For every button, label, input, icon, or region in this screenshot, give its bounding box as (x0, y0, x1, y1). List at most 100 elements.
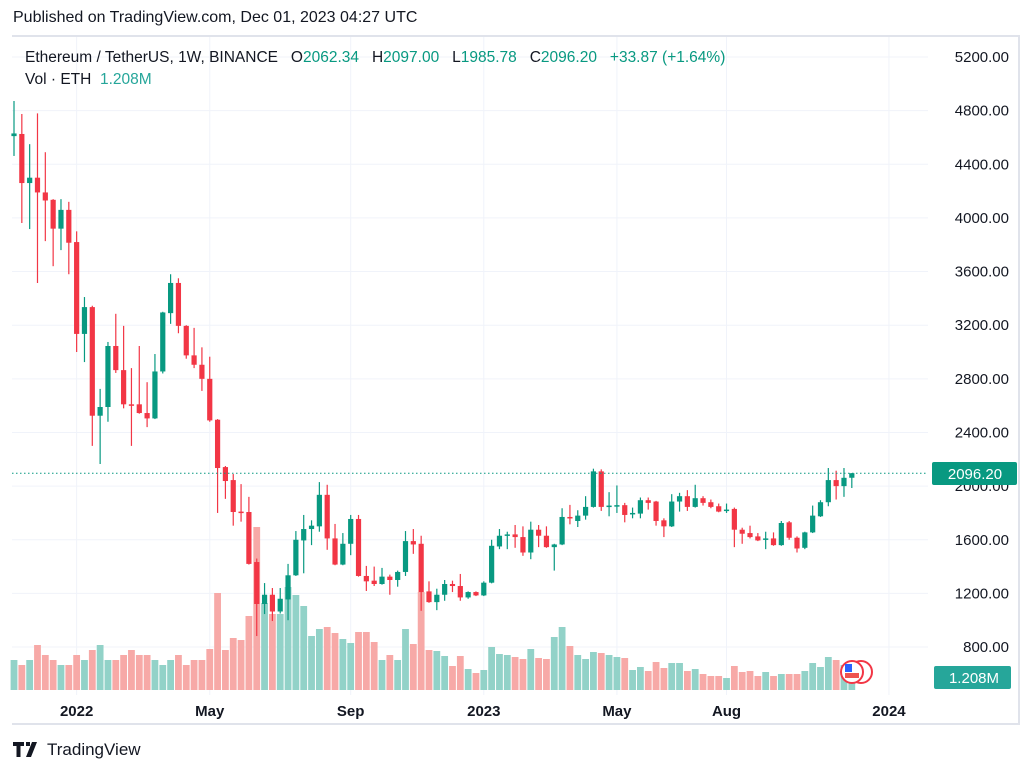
volume-bar (175, 655, 182, 690)
volume-bar (417, 592, 425, 690)
volume-bar (409, 644, 417, 690)
candle-body (504, 534, 510, 536)
candle-body (512, 534, 518, 538)
volume-bar (738, 672, 746, 690)
volume-bar (222, 650, 229, 690)
volume-bar (730, 666, 738, 690)
volume-bar (683, 671, 691, 690)
candle-body (849, 473, 855, 478)
candle-body (786, 522, 792, 538)
candle-body (402, 541, 409, 572)
candle-body (230, 480, 236, 513)
volume-bar (644, 671, 652, 690)
candle-body (113, 345, 119, 371)
volume-bar (824, 657, 832, 690)
candle-body (692, 498, 698, 507)
volume-bar (276, 614, 284, 690)
x-tick-label: May (195, 703, 225, 720)
x-tick-label: May (602, 703, 632, 720)
candle-body (637, 500, 643, 514)
volume-bar (323, 627, 331, 690)
candle-body (316, 494, 322, 527)
time-axis[interactable]: 2022 May Sep 2023 May Aug 2024 (60, 703, 906, 720)
volume-bar (198, 660, 206, 690)
candle-body (598, 471, 604, 507)
candle-body (684, 496, 690, 507)
volume-bar (65, 665, 73, 690)
candle-body (543, 535, 550, 548)
candle-body (723, 509, 730, 512)
volume-bar (300, 606, 308, 690)
volume-bar (464, 669, 472, 690)
last-price-badge: 2096.20 (932, 462, 1017, 485)
y-tick-label: 2800.00 (955, 371, 1009, 388)
candle-body (622, 505, 628, 515)
candle-body (261, 594, 268, 604)
candle-body (457, 586, 463, 598)
volume-bar (151, 660, 159, 690)
candle-body (207, 378, 213, 421)
volume-bar (488, 647, 496, 690)
candle-body (363, 575, 369, 582)
candle-body (700, 498, 706, 503)
candle-body (348, 518, 354, 544)
currency-flag-icon[interactable] (840, 660, 873, 684)
volume-bar (597, 653, 605, 690)
volume-bar (566, 646, 574, 690)
volume-bar (715, 676, 723, 690)
candle-body (387, 576, 393, 580)
volume-bar (676, 663, 683, 690)
volume-bar (558, 627, 566, 690)
candle-body (449, 584, 456, 587)
y-tick-label: 3600.00 (955, 264, 1009, 281)
price-axis[interactable]: 5200.00 4800.00 4400.00 4000.00 3600.00 3200.… (955, 49, 1009, 656)
y-tick-label: 4800.00 (955, 103, 1009, 120)
volume-bar (362, 632, 370, 690)
open-value: 2062.34 (302, 49, 360, 66)
volume-bar (801, 671, 809, 690)
published-caption: Published on TradingView.com, Dec 01, 20… (13, 9, 418, 26)
candle-body (669, 501, 675, 527)
candle-body (395, 571, 401, 580)
candle-body (308, 525, 315, 530)
volume-bar (315, 629, 323, 690)
candle-body (152, 371, 158, 419)
volume-bar (629, 670, 636, 690)
volume-bar (261, 603, 268, 690)
volume-legend-value: 1.208M (99, 71, 152, 88)
candle-body (168, 282, 174, 314)
candle-body (11, 133, 17, 137)
y-tick-label: 1200.00 (955, 585, 1009, 602)
candle-body (465, 592, 471, 598)
candle-body (81, 307, 88, 334)
candle-body (269, 594, 275, 612)
volume-label[interactable]: Vol · ETH (25, 71, 92, 88)
candle-body (442, 584, 448, 595)
candle-body (833, 480, 839, 487)
volume-bar (245, 616, 253, 690)
candle-body (355, 518, 362, 576)
candle-body (191, 355, 197, 365)
chart-legend: Ethereum / TetherUS, 1W, BINANCE O2062.3… (25, 47, 725, 91)
candle-body (50, 199, 56, 229)
symbol-title[interactable]: Ethereum / TetherUS, 1W, BINANCE (25, 49, 278, 66)
volume-bar (480, 670, 488, 690)
volume-bar (456, 656, 464, 690)
volume-bar (746, 671, 754, 690)
volume-bar (652, 662, 660, 690)
volume-bar (535, 658, 543, 690)
candle-body (489, 545, 495, 583)
candle-body (199, 364, 205, 379)
volume-bar (660, 668, 668, 690)
volume-bar (284, 587, 292, 690)
candle-body (747, 533, 753, 538)
candle-body (582, 506, 589, 516)
volume-bar (777, 674, 785, 690)
volume-bar (394, 660, 402, 690)
volume-bar (832, 660, 840, 690)
tradingview-logo[interactable]: TradingView (13, 740, 141, 760)
volume-bar (503, 655, 511, 690)
low-label: L (452, 49, 461, 66)
candle-body (97, 407, 103, 416)
